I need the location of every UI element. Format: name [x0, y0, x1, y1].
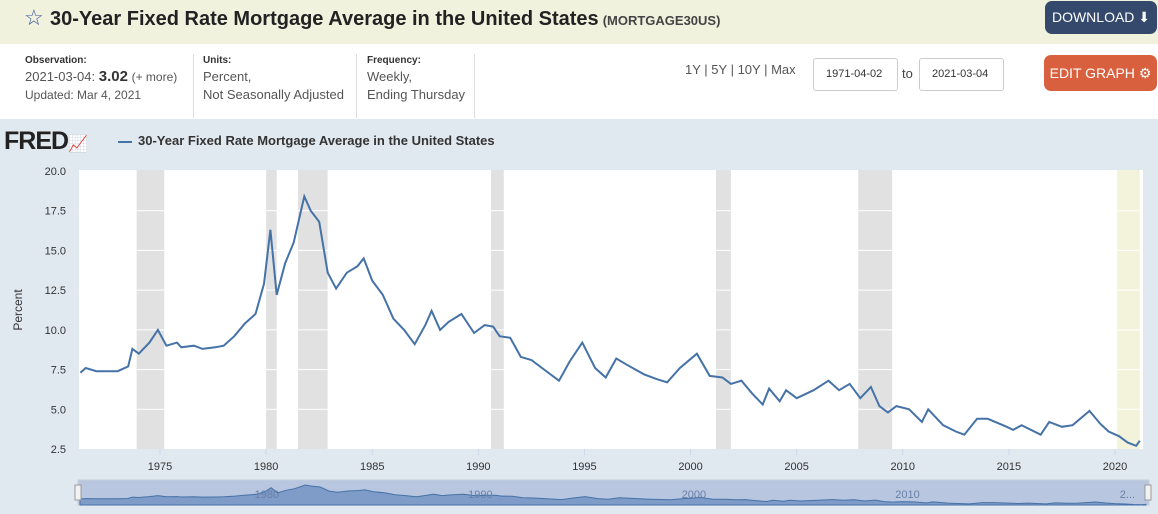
updated-date: Updated: Mar 4, 2021: [25, 88, 142, 102]
x-tick-label: 2015: [997, 461, 1021, 473]
frequency-value-1: Weekly,: [367, 69, 413, 84]
range-selector: 1Y | 5Y | 10Y | Max: [685, 62, 796, 77]
page-title: 30-Year Fixed Rate Mortgage Average in t…: [50, 8, 720, 31]
recession-band: [1117, 170, 1140, 449]
y-tick-label: 7.5: [51, 365, 66, 377]
divider: [193, 54, 194, 118]
end-date-input[interactable]: 2021-03-04: [919, 58, 1004, 91]
x-tick-label: 2000: [678, 461, 702, 473]
observation-label: Observation:: [25, 55, 87, 66]
recession-band: [136, 170, 165, 449]
obs-date: 2021-03-04:: [25, 69, 96, 84]
plot-area: [79, 170, 1143, 449]
to-label: to: [902, 66, 913, 81]
recession-band: [716, 170, 731, 449]
x-tick-label: 2010: [891, 461, 915, 473]
frequency-block: Frequency: Weekly, Ending Thursday: [367, 54, 465, 104]
y-tick-label: 17.5: [45, 206, 66, 218]
legend-label: 30-Year Fixed Rate Mortgage Average in t…: [138, 133, 495, 148]
download-label: DOWNLOAD: [1051, 9, 1135, 25]
observation-block: Observation: 2021-03-04: 3.02 (+ more) U…: [25, 54, 177, 104]
x-tick-label: 1985: [360, 461, 384, 473]
divider: [356, 54, 357, 118]
star-icon[interactable]: ☆: [24, 5, 44, 30]
legend-line-icon: [118, 140, 132, 143]
gear-icon: ⚙: [1138, 65, 1152, 81]
units-value-1: Percent,: [203, 69, 252, 84]
y-tick-label: 20.0: [45, 166, 66, 178]
recession-band: [297, 170, 328, 449]
edit-graph-button[interactable]: EDIT GRAPH ⚙: [1044, 55, 1157, 91]
range-max[interactable]: Max: [771, 62, 796, 77]
series-id: (MORTGAGE30US): [602, 13, 721, 28]
title-text: 30-Year Fixed Rate Mortgage Average in t…: [50, 8, 599, 30]
range-1y[interactable]: 1Y: [685, 62, 701, 77]
navigator-label: 2000: [682, 489, 706, 501]
units-label: Units:: [203, 55, 232, 66]
navigator-label: 1990: [468, 489, 492, 501]
x-tick-label: 1995: [572, 461, 596, 473]
range-10y[interactable]: 10Y: [737, 62, 761, 77]
metadata-bar: Observation: 2021-03-04: 3.02 (+ more) U…: [0, 44, 1158, 119]
x-tick-label: 1975: [148, 461, 172, 473]
navigator-label: 2010: [895, 489, 919, 501]
recession-band: [858, 170, 893, 449]
units-block: Units: Percent, Not Seasonally Adjusted: [203, 54, 344, 104]
frequency-value-2: Ending Thursday: [367, 87, 466, 102]
y-tick-label: 12.5: [45, 285, 66, 297]
start-date-input[interactable]: 1971-04-02: [813, 58, 898, 91]
obs-value: 3.02: [98, 68, 128, 85]
edit-graph-label: EDIT GRAPH: [1049, 65, 1135, 81]
download-button[interactable]: DOWNLOAD ⬇: [1045, 1, 1157, 34]
x-tick-label: 1980: [254, 461, 278, 473]
divider: [474, 54, 475, 118]
download-icon: ⬇: [1138, 9, 1151, 25]
header-bar: ☆ 30-Year Fixed Rate Mortgage Average in…: [0, 0, 1158, 44]
x-tick-label: 1990: [466, 461, 490, 473]
y-tick-label: 15.0: [45, 245, 66, 257]
y-axis-label: Percent: [11, 289, 25, 331]
recession-band: [491, 170, 504, 449]
navigator-label: 1980: [255, 489, 279, 501]
frequency-label: Frequency:: [367, 55, 421, 66]
navigator-area: [79, 484, 1147, 506]
fred-chart-icon: 📈: [68, 136, 88, 153]
navigator-right-handle[interactable]: [1144, 484, 1152, 501]
fred-logo: FRED📈: [4, 127, 88, 155]
x-tick-label: 2005: [784, 461, 808, 473]
units-value-2: Not Seasonally Adjusted: [203, 87, 344, 102]
navigator-left-handle[interactable]: [74, 484, 82, 501]
series-line: [79, 193, 1141, 448]
recession-band: [266, 170, 277, 449]
navigator-label: 2...: [1120, 489, 1135, 501]
y-tick-label: 2.5: [51, 444, 66, 456]
x-tick-label: 2020: [1103, 461, 1127, 473]
y-tick-label: 5.0: [51, 404, 66, 416]
more-link[interactable]: (+ more): [131, 70, 178, 84]
range-5y[interactable]: 5Y: [711, 62, 727, 77]
y-tick-label: 10.0: [45, 325, 66, 337]
legend: 30-Year Fixed Rate Mortgage Average in t…: [118, 133, 495, 148]
